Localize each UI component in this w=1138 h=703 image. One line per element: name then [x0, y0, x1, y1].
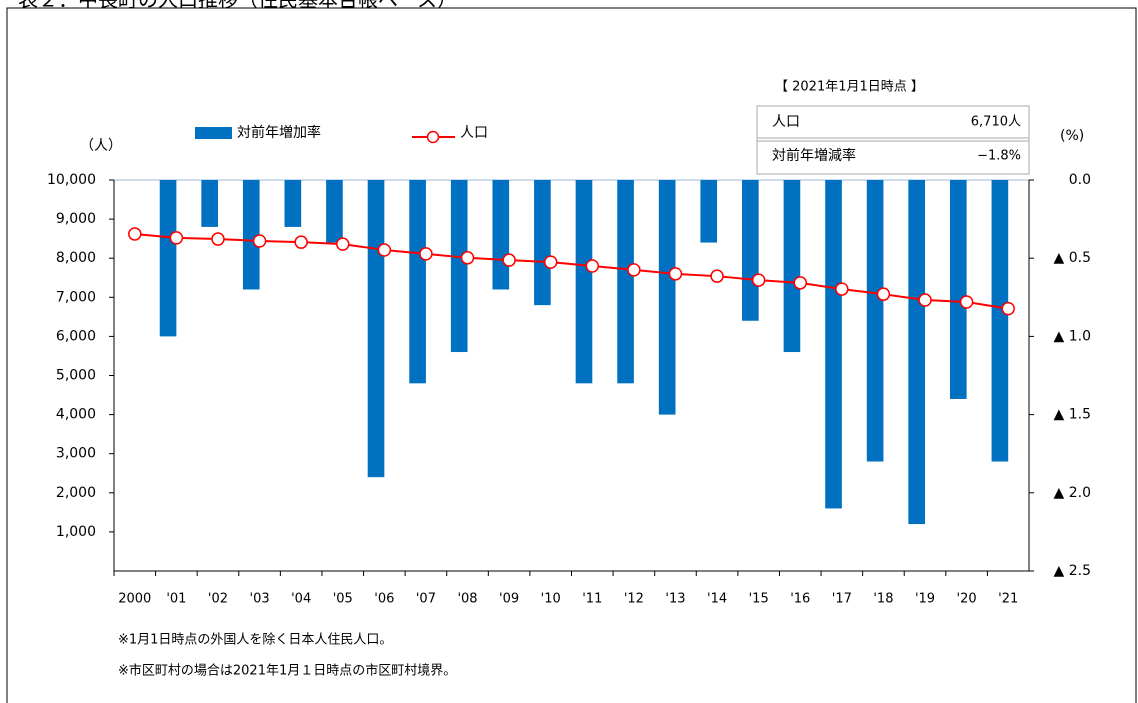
x-tick-label: '02: [208, 592, 228, 607]
bar: [783, 180, 801, 353]
legend-marker: [426, 130, 440, 144]
x-tick-label: '05: [333, 592, 353, 607]
x-tick-label: '17: [832, 592, 852, 607]
x-tick-label: '04: [291, 592, 311, 607]
y-axis-label: （人）: [80, 138, 122, 154]
bar: [534, 180, 551, 306]
legend-swatch: [195, 127, 232, 139]
marker: [502, 253, 516, 267]
marker: [918, 293, 932, 307]
marker: [128, 227, 142, 241]
info-value: 6,710人: [971, 115, 1021, 130]
bar: [742, 180, 759, 321]
y2-tick-label: ▲ 1.5: [1054, 407, 1091, 423]
x-tick-label: '16: [790, 592, 810, 607]
y2-tick-label: 0.0: [1069, 172, 1091, 188]
y-tick-label: 1,000: [56, 524, 96, 540]
y-tick-label: 3,000: [56, 446, 96, 462]
y2-tick-label: ▲ 2.0: [1054, 485, 1091, 501]
bar: [450, 180, 468, 353]
bar: [201, 180, 218, 227]
bar: [575, 180, 593, 384]
frame: [6, 7, 1137, 703]
marker: [585, 259, 600, 273]
marker: [751, 273, 766, 287]
x-tick-label: 2000: [118, 592, 151, 607]
x-tick-label: '01: [166, 592, 186, 607]
bar: [866, 180, 884, 462]
note: ※1月1日時点の外国人を除く日本人住民人口。: [118, 633, 392, 648]
x-tick-label: '06: [374, 592, 394, 607]
bar: [949, 180, 967, 399]
x-tick-label: '07: [416, 592, 436, 607]
bar: [825, 180, 842, 509]
x-tick-label: '14: [707, 592, 727, 607]
note: ※市区町村の場合は2021年1月１日時点の市区町村境界。: [118, 663, 456, 679]
bar: [991, 180, 1009, 462]
legend-label: 人口: [460, 125, 488, 141]
marker: [169, 231, 184, 245]
x-tick-label: '09: [499, 592, 519, 607]
x-tick-label: '08: [457, 592, 477, 607]
marker: [959, 295, 974, 309]
info-label: 対前年増減率: [772, 147, 856, 164]
x-tick-label: '03: [250, 592, 270, 607]
marker: [460, 251, 475, 265]
y2-tick-label: ▲ 2.5: [1054, 563, 1091, 579]
bar: [700, 180, 718, 243]
marker: [294, 235, 308, 249]
x-tick-label: '19: [915, 592, 935, 607]
bar: [908, 180, 926, 525]
y-tick-label: 2,000: [56, 485, 96, 501]
x-tick-label: '18: [873, 592, 893, 607]
bar: [409, 180, 426, 384]
info-box: [756, 105, 1030, 175]
y2-axis-label: (%): [1060, 128, 1084, 144]
y-tick-label: 8,000: [56, 250, 96, 266]
bar: [658, 180, 676, 415]
bar: [242, 180, 260, 290]
info-label: 人口: [772, 114, 800, 130]
marker: [252, 234, 267, 248]
line: [134, 232, 1009, 310]
marker: [211, 232, 225, 246]
y-tick-label: 4,000: [56, 407, 96, 423]
marker: [627, 263, 641, 277]
x-tick-label: '15: [749, 592, 769, 607]
marker: [876, 287, 891, 301]
marker: [668, 267, 683, 281]
y-tick-label: 6,000: [56, 328, 96, 344]
y2-tick-label: ▲ 1.0: [1054, 328, 1091, 344]
marker: [835, 282, 849, 296]
x-tick-label: '10: [541, 592, 561, 607]
info-title: 【 2021年1月1日時点 】: [775, 80, 924, 95]
bar: [326, 180, 343, 243]
marker: [710, 269, 724, 283]
marker: [543, 255, 558, 269]
y-tick-label: 5,000: [56, 368, 96, 384]
marker: [1001, 301, 1015, 316]
x-tick-label: '11: [582, 592, 602, 607]
x-tick-label: '21: [998, 592, 1018, 607]
bar: [492, 180, 510, 290]
marker: [793, 276, 807, 290]
x-tick-label: '20: [957, 592, 977, 607]
info-value: −1.8%: [977, 149, 1021, 164]
bar: [284, 180, 302, 227]
y-tick-label: 10,000: [47, 172, 96, 188]
y-tick-label: 9,000: [56, 211, 96, 227]
chart-title: 表２：中長町の人口推移（住民基本台帳ベース）: [18, 0, 457, 12]
marker: [377, 243, 392, 257]
marker: [336, 237, 350, 251]
y2-tick-label: ▲ 0.5: [1054, 250, 1091, 266]
legend-label: 対前年増加率: [237, 124, 321, 141]
x-tick-label: '12: [624, 592, 644, 607]
marker: [419, 247, 433, 261]
y-tick-label: 7,000: [56, 289, 96, 305]
bar: [159, 180, 177, 337]
bar: [367, 180, 385, 478]
x-tick-label: '13: [665, 592, 685, 607]
bar: [617, 180, 634, 384]
